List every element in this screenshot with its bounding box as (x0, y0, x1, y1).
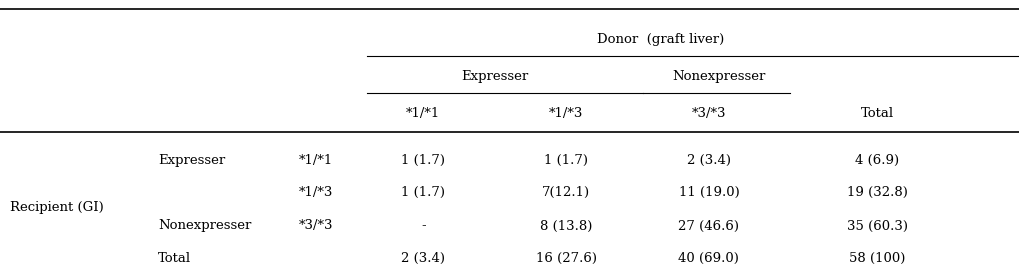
Text: -: - (421, 220, 425, 232)
Text: *1/*1: *1/*1 (299, 154, 333, 167)
Text: *1/*3: *1/*3 (548, 107, 583, 120)
Text: Expresser: Expresser (461, 70, 528, 83)
Text: 4 (6.9): 4 (6.9) (854, 154, 899, 167)
Text: 27 (46.6): 27 (46.6) (678, 220, 739, 232)
Text: *3/*3: *3/*3 (299, 220, 333, 232)
Text: Total: Total (860, 107, 893, 120)
Text: Nonexpresser: Nonexpresser (672, 70, 765, 83)
Text: 1 (1.7): 1 (1.7) (400, 154, 445, 167)
Text: *3/*3: *3/*3 (691, 107, 726, 120)
Text: Donor  (graft liver): Donor (graft liver) (596, 33, 723, 45)
Text: 35 (60.3): 35 (60.3) (846, 220, 907, 232)
Text: 16 (27.6): 16 (27.6) (535, 252, 596, 265)
Text: 2 (3.4): 2 (3.4) (686, 154, 731, 167)
Text: 2 (3.4): 2 (3.4) (400, 252, 445, 265)
Text: Nonexpresser: Nonexpresser (158, 220, 252, 232)
Text: Expresser: Expresser (158, 154, 225, 167)
Text: 7(12.1): 7(12.1) (541, 186, 590, 199)
Text: 11 (19.0): 11 (19.0) (678, 186, 739, 199)
Text: *1/*3: *1/*3 (299, 186, 333, 199)
Text: 58 (100): 58 (100) (848, 252, 905, 265)
Text: *1/*1: *1/*1 (406, 107, 440, 120)
Text: 1 (1.7): 1 (1.7) (400, 186, 445, 199)
Text: 19 (32.8): 19 (32.8) (846, 186, 907, 199)
Text: 40 (69.0): 40 (69.0) (678, 252, 739, 265)
Text: Total: Total (158, 252, 191, 265)
Text: 8 (13.8): 8 (13.8) (539, 220, 592, 232)
Text: Recipient (GI): Recipient (GI) (10, 201, 104, 214)
Text: 1 (1.7): 1 (1.7) (543, 154, 588, 167)
